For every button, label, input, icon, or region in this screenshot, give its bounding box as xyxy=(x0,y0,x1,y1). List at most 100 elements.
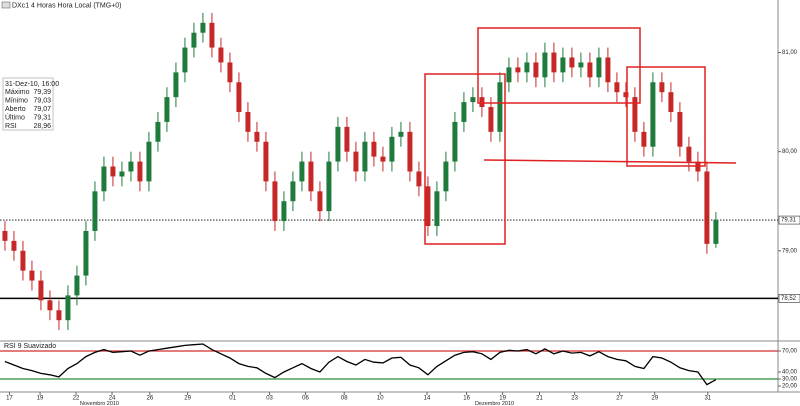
x-tick-label: 19 xyxy=(499,396,506,402)
info-label: Último xyxy=(5,112,25,121)
x-tick-label: 10 xyxy=(377,396,384,402)
candle-body xyxy=(506,67,512,83)
candle-body xyxy=(137,161,143,182)
candle-body xyxy=(65,295,71,321)
candle-body xyxy=(11,240,17,251)
annotation-box xyxy=(626,66,706,167)
candle-body xyxy=(119,171,125,177)
candle-body xyxy=(650,82,656,147)
candle-body xyxy=(533,62,539,78)
candle-body xyxy=(191,32,197,48)
title-icon xyxy=(1,1,11,9)
candle-body xyxy=(605,57,611,83)
candle-body xyxy=(524,62,530,73)
candle-body xyxy=(551,52,557,73)
price-label-box xyxy=(778,294,800,303)
candle-body xyxy=(596,57,602,78)
annotation-line xyxy=(483,159,737,164)
x-tick-label: 29 xyxy=(184,396,191,402)
candle-body xyxy=(632,97,638,132)
candle-body xyxy=(578,62,584,68)
price-label: 78,52 xyxy=(781,296,797,302)
info-label: Aberto xyxy=(5,106,26,113)
x-tick-label: 21 xyxy=(536,396,543,402)
candle-body xyxy=(110,166,116,177)
candle-body xyxy=(497,82,503,132)
candle-body xyxy=(92,191,98,231)
chart-title: DXc1 4 Horas Hora Local (TMG+0) xyxy=(12,2,122,9)
candle-body xyxy=(389,136,395,162)
candle-body xyxy=(38,280,44,301)
candle-body xyxy=(182,47,188,73)
candle-body xyxy=(56,310,62,321)
price-label-box xyxy=(778,215,800,225)
y-tick-label: 70,00 xyxy=(782,349,798,355)
price-label: 79,31 xyxy=(781,218,797,224)
x-tick-label: 03 xyxy=(266,396,273,402)
info-box xyxy=(2,77,54,131)
candle-body xyxy=(542,52,548,78)
candle-body xyxy=(200,22,206,33)
x-tick-label: 26 xyxy=(146,396,153,402)
candle-body xyxy=(659,82,665,93)
candle-body xyxy=(218,47,224,63)
candle-body xyxy=(686,146,692,162)
candle-body xyxy=(254,131,260,142)
candle-body xyxy=(164,97,170,122)
candle-body xyxy=(425,186,431,227)
y-tick-label: 30,00 xyxy=(782,377,798,383)
y-tick-label: 81,00 xyxy=(782,50,798,56)
info-label: Máximo xyxy=(5,89,30,96)
x-tick-label: 01 xyxy=(229,396,236,402)
candle-body xyxy=(47,300,53,311)
candle-body xyxy=(236,82,242,113)
candle-body xyxy=(470,97,476,103)
candle-body xyxy=(479,97,485,108)
x-tick-label: 19 xyxy=(37,396,44,402)
candle-body xyxy=(398,131,404,137)
info-value: 28,96 xyxy=(33,123,51,130)
candle-body xyxy=(713,220,719,244)
candle-body xyxy=(668,92,674,113)
candle-body xyxy=(173,72,179,98)
y-tick-label: 40,00 xyxy=(782,370,798,376)
candle-body xyxy=(209,22,215,48)
candle-body xyxy=(434,191,440,227)
candle-body xyxy=(317,191,323,212)
candle-body xyxy=(641,131,647,147)
x-tick-label: 29 xyxy=(651,396,658,402)
candle-body xyxy=(83,230,89,276)
x-tick-label: 22 xyxy=(73,396,80,402)
candle-body xyxy=(461,102,467,122)
candle-body xyxy=(146,141,152,182)
y-tick-label: 20,00 xyxy=(782,384,798,390)
candle-body xyxy=(371,141,377,157)
candle-body xyxy=(308,161,314,192)
candle-body xyxy=(416,171,422,187)
candle-body xyxy=(362,141,368,172)
info-value: 79,31 xyxy=(33,114,51,121)
info-value: 79,03 xyxy=(33,97,51,104)
candle-body xyxy=(380,156,386,162)
y-tick-label: 80,00 xyxy=(782,149,798,155)
month-label: Novembro 2010 xyxy=(80,401,119,406)
candle-body xyxy=(623,92,629,98)
candle-body xyxy=(74,275,80,296)
candle-body xyxy=(344,126,350,152)
candle-body xyxy=(677,112,683,147)
month-label: Dezembro 2010 xyxy=(475,401,514,406)
candle-body xyxy=(560,57,566,73)
candle-body xyxy=(488,107,494,132)
candle-body xyxy=(353,151,359,172)
candle-body xyxy=(614,82,620,93)
annotation-box xyxy=(424,73,506,245)
x-tick-label: 08 xyxy=(341,396,348,402)
x-tick-label: 16 xyxy=(463,396,470,402)
candle-body xyxy=(326,161,332,212)
candle-body xyxy=(290,181,296,202)
candle-body xyxy=(101,166,107,192)
x-tick-label: 27 xyxy=(616,396,623,402)
candle-body xyxy=(155,121,161,142)
candle-body xyxy=(443,161,449,192)
